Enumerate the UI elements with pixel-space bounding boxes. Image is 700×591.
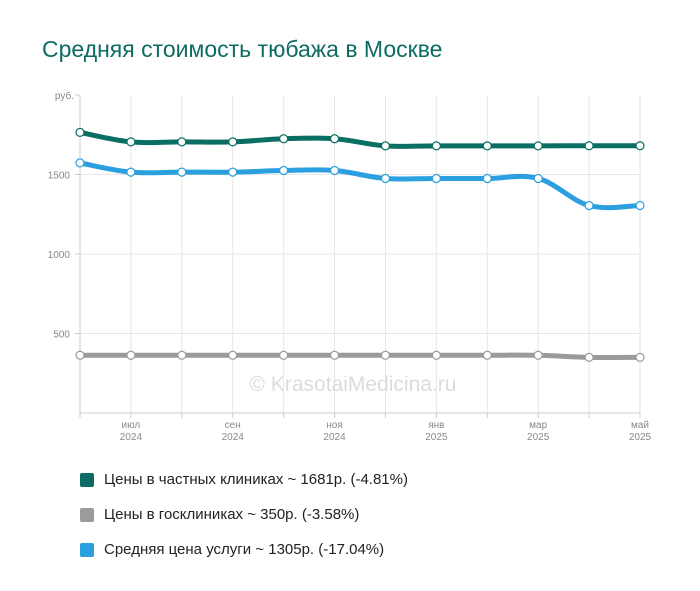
legend-label-state: Цены в госклиниках ~ 350р. (-3.58%) — [104, 506, 360, 523]
data-point-avg — [584, 200, 594, 211]
chart-title: Средняя стоимость тюбажа в Москве — [42, 36, 443, 62]
x-tick-label-month: июл — [122, 420, 141, 431]
x-tick-label-year: 2024 — [222, 432, 245, 443]
x-tick-label-year: 2025 — [629, 432, 652, 443]
data-point-state — [329, 350, 340, 360]
data-point-private — [533, 141, 543, 151]
legend-label-avg: Средняя цена услуги ~ 1305р. (-17.04%) — [104, 541, 385, 558]
series-line-private — [77, 129, 643, 149]
x-tick-label-month: май — [631, 420, 649, 431]
y-unit-label: руб. — [55, 90, 74, 102]
data-point-state — [380, 350, 391, 360]
data-point-state — [75, 350, 85, 360]
legend: Цены в частных клиниках ~ 1681р. (-4.81%… — [80, 462, 408, 567]
data-point-state — [584, 352, 594, 362]
legend-swatch-avg — [80, 542, 94, 557]
data-point-state — [126, 350, 136, 360]
data-point-avg — [635, 200, 645, 211]
data-point-avg — [126, 167, 136, 177]
legend-swatch-private — [80, 472, 94, 487]
data-point-avg — [482, 173, 492, 184]
data-point-state — [177, 350, 187, 360]
data-point-private — [177, 137, 187, 147]
y-tick-label: 1000 — [48, 250, 71, 261]
data-point-private — [126, 137, 136, 147]
legend-label-private: Цены в частных клиниках ~ 1681р. (-4.81%… — [104, 471, 408, 488]
data-point-private — [75, 127, 85, 137]
x-tick-label-year: 2024 — [323, 432, 346, 443]
data-point-avg — [177, 167, 187, 177]
x-tick-label-month: янв — [428, 420, 444, 431]
watermark: © KrasotaiMedicina.ru — [250, 373, 457, 396]
data-point-private — [279, 134, 289, 144]
data-point-private — [482, 141, 492, 151]
y-tick-label: 500 — [53, 330, 70, 341]
data-point-private — [635, 141, 645, 151]
x-tick-label-month: ноя — [326, 420, 343, 431]
data-point-private — [380, 141, 391, 151]
y-axis: 500 1000 1500 руб. — [48, 90, 81, 413]
data-point-avg — [329, 165, 340, 176]
x-tick-label-year: 2025 — [527, 432, 550, 443]
data-point-avg — [380, 173, 391, 184]
series-lines — [75, 127, 645, 362]
x-tick-label-month: мар — [529, 420, 547, 431]
series-line-state — [77, 352, 643, 361]
data-point-state — [431, 350, 441, 360]
data-point-private — [228, 137, 238, 147]
data-point-avg — [75, 158, 85, 168]
legend-item-avg[interactable]: Средняя цена услуги ~ 1305р. (-17.04%) — [80, 532, 408, 567]
legend-item-state[interactable]: Цены в госклиниках ~ 350р. (-3.58%) — [80, 497, 408, 532]
data-point-state — [482, 350, 492, 360]
data-point-avg — [533, 173, 543, 184]
data-point-avg — [279, 165, 289, 176]
data-point-avg — [228, 167, 238, 177]
series-line-avg — [77, 160, 643, 211]
legend-item-private[interactable]: Цены в частных клиниках ~ 1681р. (-4.81%… — [80, 462, 408, 497]
x-tick-label-month: сен — [225, 420, 241, 431]
data-point-state — [635, 352, 645, 362]
data-point-state — [279, 350, 289, 360]
x-tick-label-year: 2024 — [120, 432, 143, 443]
data-point-private — [431, 141, 441, 151]
x-axis: июл2024сен2024ноя2024янв2025мар2025май20… — [79, 412, 652, 443]
data-point-avg — [431, 173, 441, 184]
y-tick-label: 1500 — [48, 171, 71, 182]
legend-swatch-state — [80, 507, 94, 522]
x-tick-label-year: 2025 — [425, 432, 448, 443]
data-point-private — [329, 134, 340, 144]
data-point-private — [584, 141, 594, 151]
data-point-state — [533, 350, 543, 360]
data-point-state — [228, 350, 238, 360]
